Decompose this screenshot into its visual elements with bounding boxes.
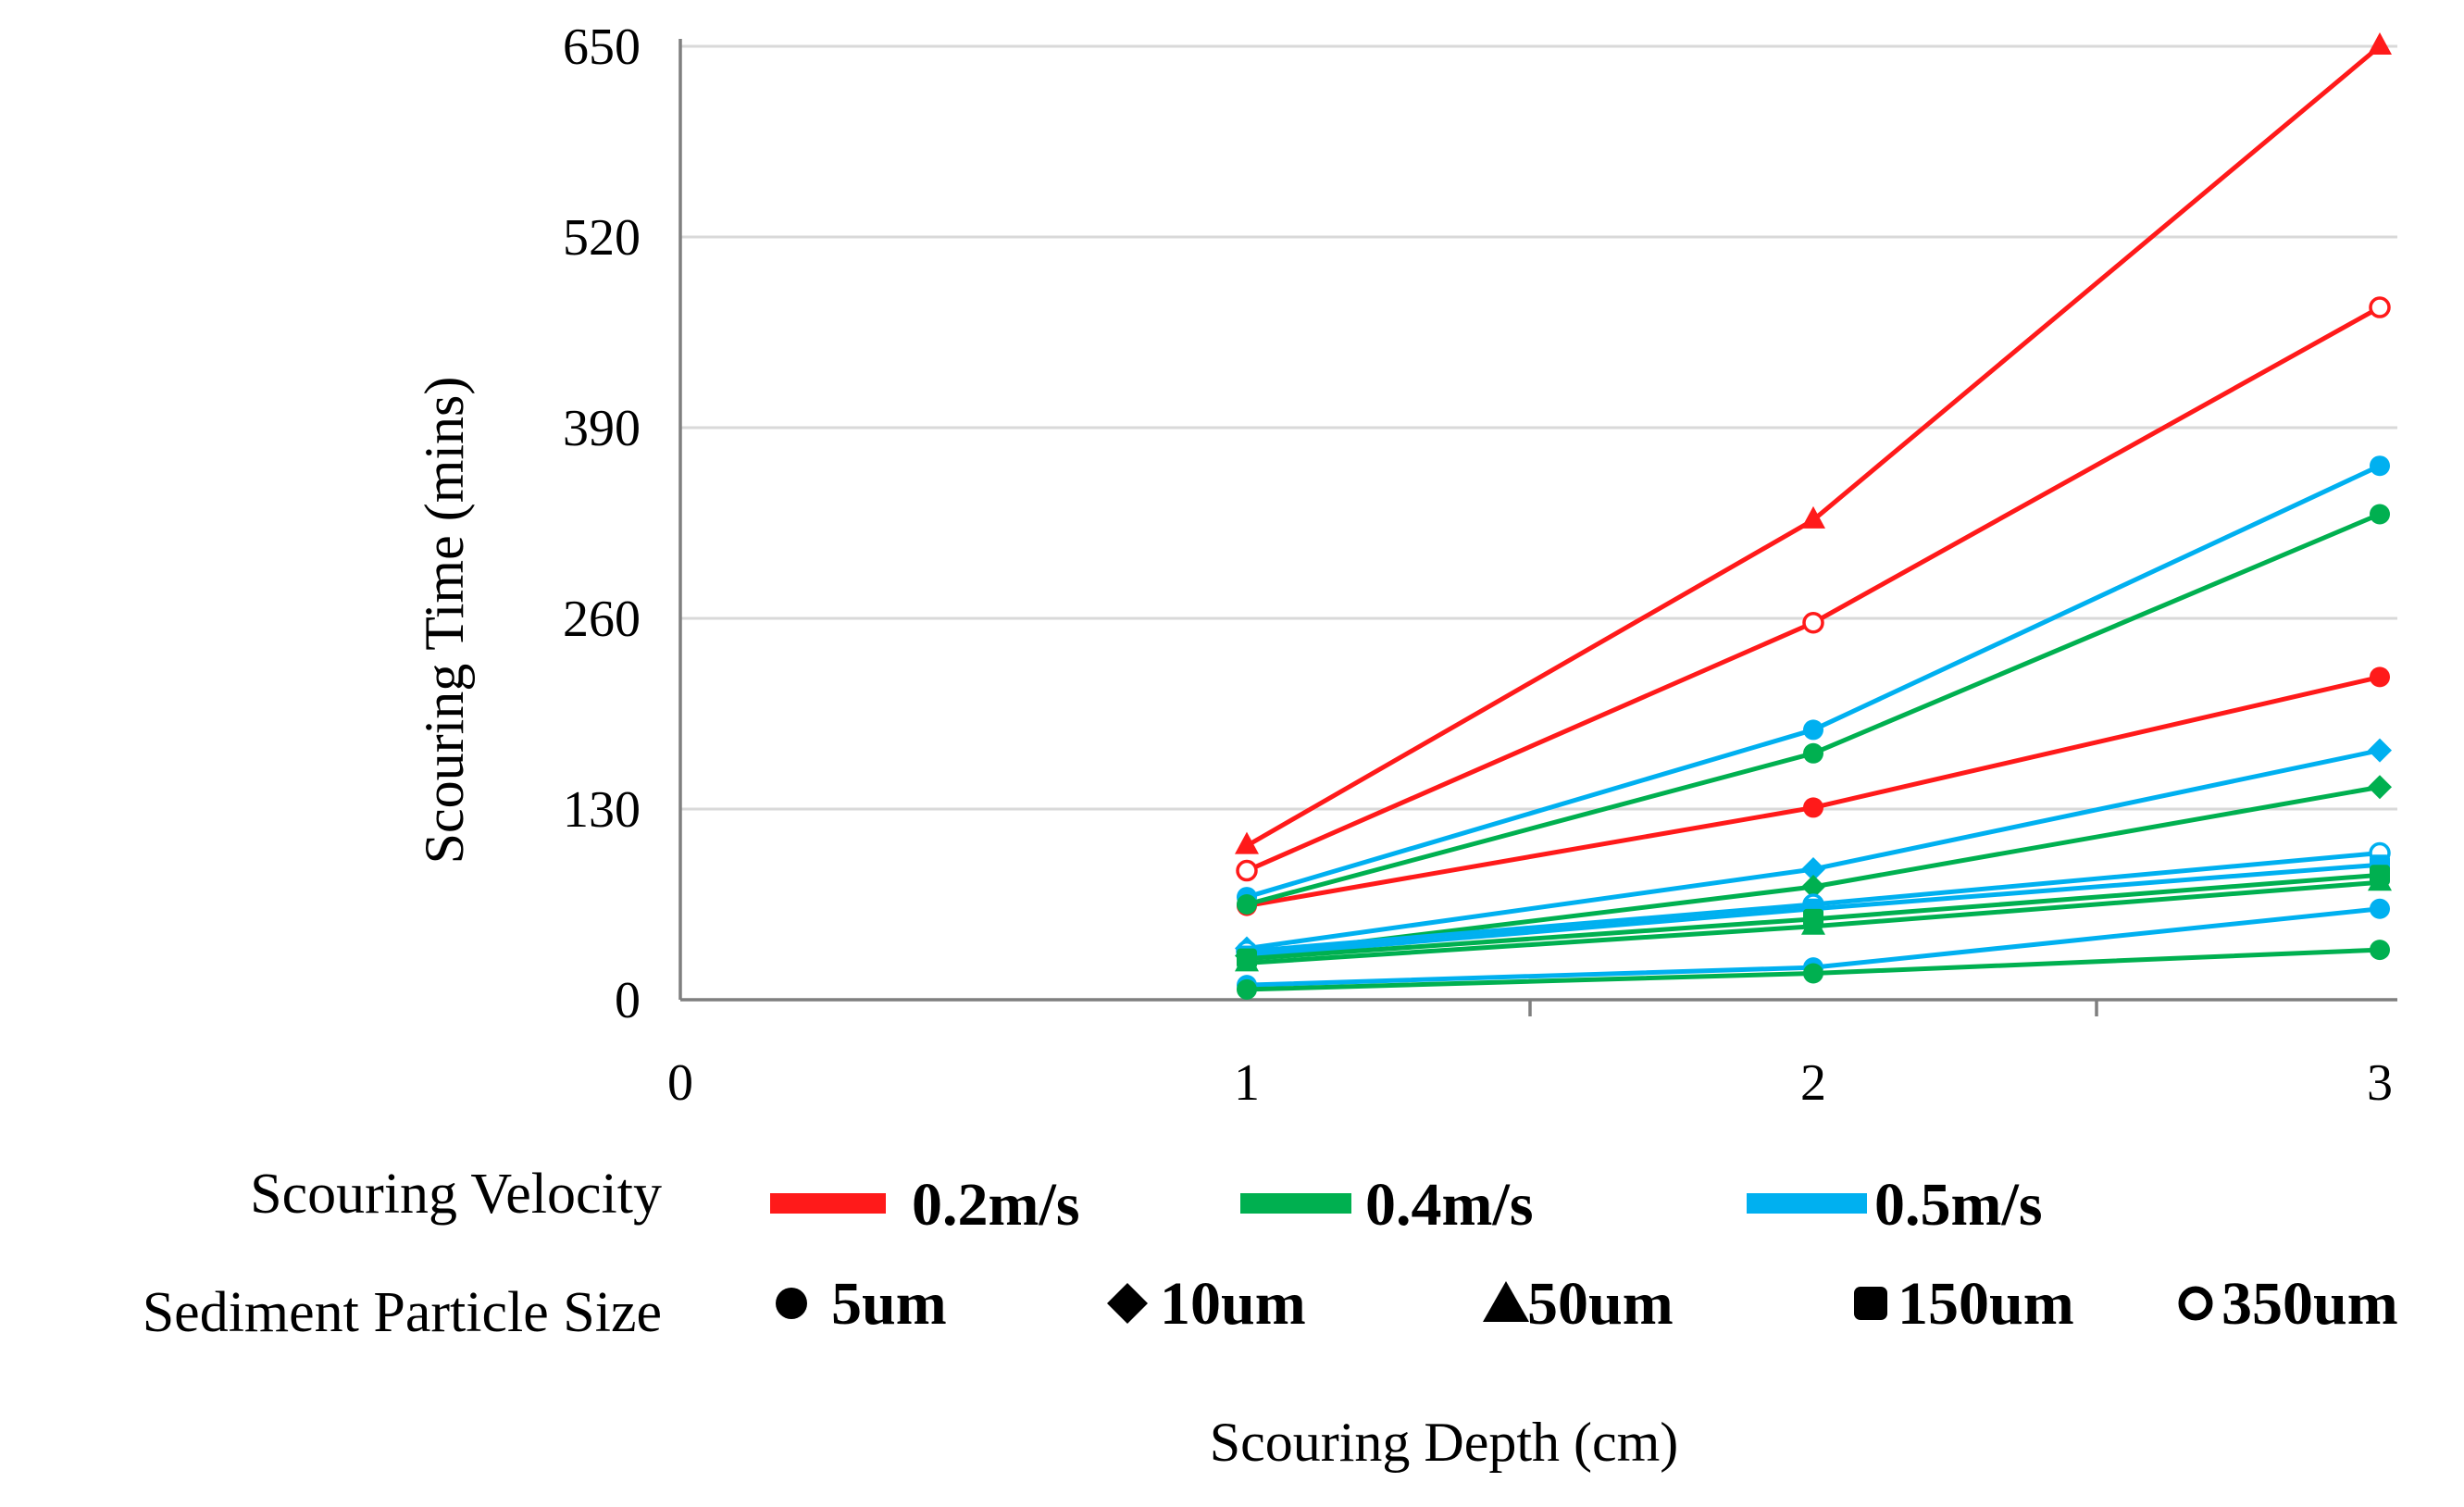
x-axis-title: Scouring Depth (cm)	[1210, 1412, 1679, 1473]
legend-velocity-0.5: 0.5m/s	[1874, 1171, 2043, 1239]
data-point-circle	[1803, 719, 1823, 741]
data-point-circle	[1803, 797, 1823, 818]
data-point-circle	[1237, 978, 1257, 1000]
data-point-triangle	[1235, 831, 1259, 854]
legend-marker-circle	[776, 1288, 807, 1319]
data-point-circle	[1237, 894, 1257, 915]
legend-size-350um: 350um	[2221, 1270, 2398, 1338]
data-point-diamond	[1801, 856, 1825, 881]
legend-velocity-0.2: 0.2m/s	[912, 1171, 1080, 1239]
y-tick-label-390: 390	[563, 400, 641, 457]
series-0-2m-s-350um	[1236, 296, 2391, 882]
legend-size-10um: 10um	[1160, 1270, 1306, 1338]
legend-velocity-heading: Scouring Velocity	[250, 1163, 662, 1226]
legend-velocity-0.4: 0.4m/s	[1365, 1171, 1534, 1239]
data-point-circle-open	[1802, 612, 1824, 634]
tick-labels: 0 130 260 390 520 650 0 1 2 3	[563, 19, 2393, 1112]
series-0-4m-s-5um-low	[1237, 940, 2390, 1000]
y-tick-label-260: 260	[563, 591, 641, 648]
data-point-circle	[1803, 963, 1823, 984]
data-point-circle	[2370, 504, 2390, 525]
legend-swatch-0.4	[1240, 1193, 1351, 1214]
y-tick-label-650: 650	[563, 19, 641, 76]
legend-swatch-0.2	[770, 1193, 886, 1214]
data-point-square	[1803, 908, 1823, 929]
legend-swatch-0.5	[1747, 1193, 1867, 1214]
legend-marker-circle-open	[2178, 1286, 2213, 1321]
y-axis-title: Scouring Time (mins)	[414, 377, 475, 865]
data-point-circle	[2370, 666, 2390, 688]
data-point-square	[1237, 948, 1257, 969]
x-tick-label-3: 3	[2367, 1054, 2393, 1112]
legend-marker-diamond	[1107, 1283, 1148, 1324]
x-tick-label-0: 0	[667, 1054, 693, 1112]
series-0-5m-s-5um	[1237, 455, 2390, 908]
axes	[678, 39, 2397, 1016]
data-point-circle	[2370, 940, 2390, 961]
legend-marker-square	[1854, 1287, 1887, 1320]
series-0-4m-s-5um	[1237, 504, 2390, 915]
x-tick-label-2: 2	[1800, 1054, 1826, 1112]
legend-size-5um: 5um	[831, 1270, 947, 1338]
data-point-circle	[2370, 455, 2390, 477]
data-point-circle	[2370, 898, 2390, 919]
series-0-2m-s-50um	[1235, 32, 2392, 854]
data-point-diamond	[2368, 775, 2392, 800]
legend-size-heading: Sediment Particle Size	[143, 1281, 662, 1344]
data-point-circle	[1803, 742, 1823, 764]
data-point-circle-open	[2369, 296, 2391, 318]
data-point-square	[2370, 865, 2390, 886]
data-point-diamond	[1801, 874, 1825, 899]
data-point-circle-open	[1236, 859, 1258, 882]
x-tick-label-1: 1	[1234, 1054, 1260, 1112]
y-tick-label-520: 520	[563, 209, 641, 267]
data-point-triangle	[2368, 32, 2392, 55]
series-line	[1246, 463, 2382, 900]
y-tick-label-130: 130	[563, 781, 641, 839]
data-point-diamond	[2368, 738, 2392, 763]
legend-marker-triangle	[1483, 1281, 1529, 1322]
data-series	[1235, 32, 2392, 1000]
legend-size-150um: 150um	[1898, 1270, 2074, 1338]
legend-size-50um: 50um	[1527, 1270, 1674, 1338]
y-tick-label-0: 0	[615, 972, 641, 1029]
series-0-4m-s-150um	[1237, 865, 2390, 969]
legend: Scouring Velocity Sediment Particle Size…	[143, 1163, 2398, 1344]
gridlines	[680, 44, 2397, 811]
data-point-triangle	[1801, 505, 1825, 529]
